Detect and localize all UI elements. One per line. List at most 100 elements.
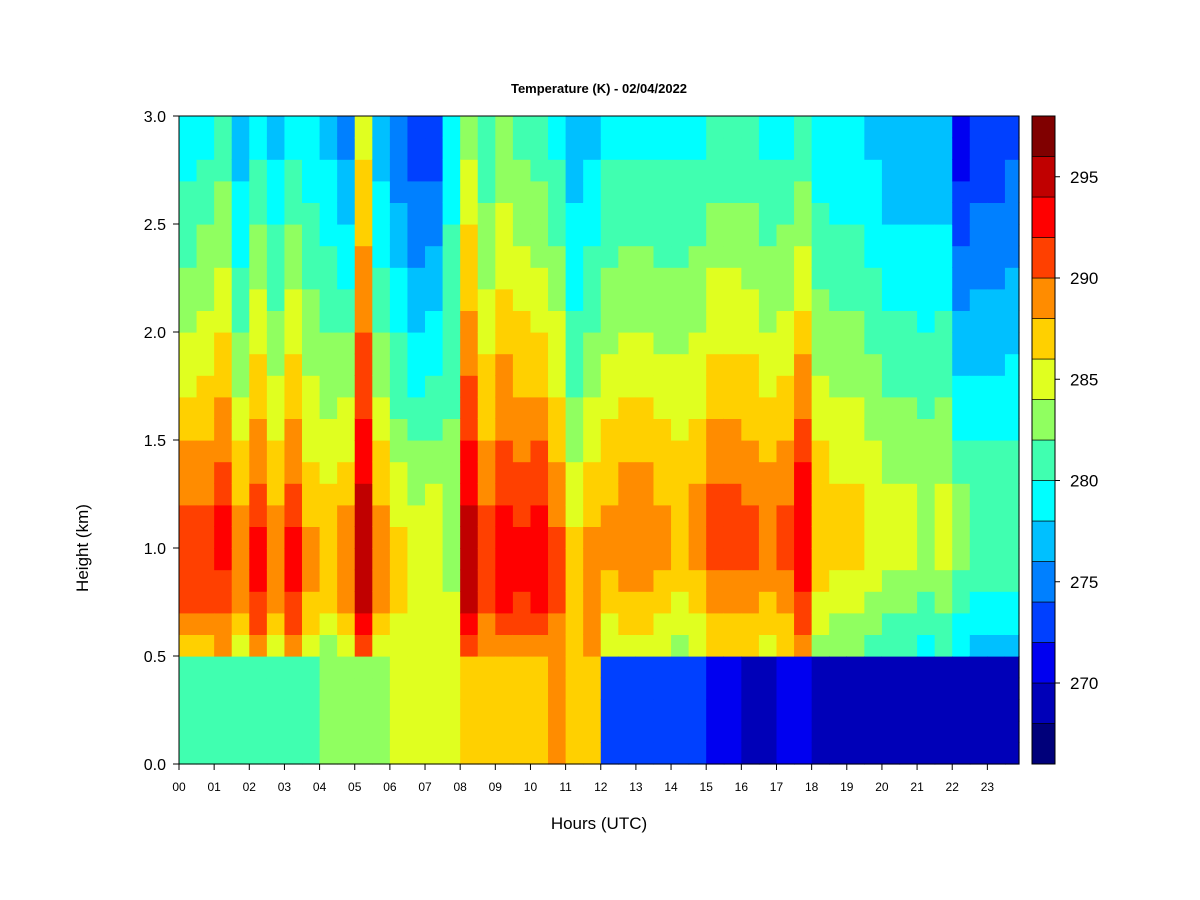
heatmap-cell [460, 159, 479, 182]
heatmap-cell [196, 159, 215, 182]
heatmap-cell [899, 396, 918, 419]
heatmap-cell [881, 699, 901, 722]
heatmap-cell [389, 310, 409, 333]
heatmap-cell [214, 353, 233, 376]
heatmap-cell [671, 634, 690, 657]
heatmap-cell [811, 202, 830, 225]
heatmap-cell [512, 569, 532, 592]
heatmap-cell [372, 224, 391, 247]
heatmap-cell [864, 202, 883, 225]
heatmap-cell [758, 720, 778, 743]
heatmap-cell [829, 224, 848, 247]
heatmap-cell [776, 634, 795, 657]
heatmap-cell [952, 461, 971, 484]
heatmap-cell [1004, 634, 1020, 657]
heatmap-cell [179, 504, 198, 527]
heatmap-cell [389, 677, 409, 700]
heatmap-cell [266, 612, 286, 635]
heatmap-cell [653, 159, 672, 182]
heatmap-cell [354, 353, 373, 376]
heatmap-cell [389, 656, 409, 679]
heatmap-cell [952, 267, 971, 290]
heatmap-cell [899, 224, 918, 247]
heatmap-cell [337, 116, 356, 139]
heatmap-cell [512, 526, 532, 549]
heatmap-cell [266, 116, 286, 139]
heatmap-cell [688, 353, 707, 376]
heatmap-cell [495, 180, 514, 203]
heatmap-cell [1004, 375, 1020, 398]
heatmap-cell [829, 202, 848, 225]
x-tick-label: 04 [313, 780, 327, 794]
heatmap-cell [934, 461, 953, 484]
heatmap-cell [635, 720, 655, 743]
heatmap-cell [477, 440, 496, 463]
heatmap-cell [583, 245, 602, 268]
heatmap-cell [864, 440, 883, 463]
heatmap-cell [407, 353, 426, 376]
heatmap-cell [829, 504, 848, 527]
heatmap-cell [706, 656, 725, 679]
heatmap-cell [442, 612, 461, 635]
heatmap-cell [284, 569, 303, 592]
heatmap-cell [600, 656, 619, 679]
heatmap-cell [706, 569, 725, 592]
heatmap-cell [512, 504, 532, 527]
heatmap-cell [565, 396, 584, 419]
heatmap-cell [881, 418, 901, 441]
y-tick-label: 1.5 [144, 433, 166, 450]
heatmap-cell [952, 116, 971, 139]
heatmap-cell [495, 396, 514, 419]
heatmap-cell [794, 202, 813, 225]
heatmap-cell [952, 569, 971, 592]
heatmap-cell [881, 677, 901, 700]
heatmap-cell [688, 332, 707, 355]
heatmap-cell [196, 116, 215, 139]
heatmap-cell [530, 526, 549, 549]
heatmap-cell [618, 483, 637, 506]
heatmap-cell [407, 440, 426, 463]
heatmap-cell [794, 180, 813, 203]
heatmap-cell [548, 396, 567, 419]
colorbar-segment [1031, 682, 1056, 724]
heatmap-cell [530, 612, 549, 635]
heatmap-cell [600, 440, 619, 463]
heatmap-cell [917, 612, 936, 635]
heatmap-cell [548, 720, 567, 743]
heatmap-cell [600, 310, 619, 333]
heatmap-cell [266, 526, 286, 549]
heatmap-cell [266, 288, 286, 311]
heatmap-cell [758, 656, 778, 679]
heatmap-cell [723, 180, 742, 203]
heatmap-cell [389, 137, 409, 160]
heatmap-cell [635, 483, 655, 506]
heatmap-cell [794, 375, 813, 398]
heatmap-cell [881, 526, 901, 549]
heatmap-cell [758, 612, 778, 635]
heatmap-cell [688, 742, 707, 765]
heatmap-cell [846, 461, 865, 484]
heatmap-cell [829, 180, 848, 203]
heatmap-cell [460, 677, 479, 700]
heatmap-cell [811, 353, 830, 376]
heatmap-cell [214, 677, 233, 700]
heatmap-cell [758, 418, 778, 441]
heatmap-cell [337, 440, 356, 463]
heatmap-cell [477, 742, 496, 765]
heatmap-cell [548, 375, 567, 398]
heatmap-cell [917, 180, 936, 203]
heatmap-cell [231, 375, 250, 398]
heatmap-cell [881, 267, 901, 290]
heatmap-cell [688, 180, 707, 203]
heatmap-cell [776, 224, 795, 247]
heatmap-cell [881, 224, 901, 247]
heatmap-cell [284, 699, 303, 722]
heatmap-cell [776, 699, 795, 722]
heatmap-cell [899, 461, 918, 484]
heatmap-cell [881, 548, 901, 571]
heatmap-cell [794, 353, 813, 376]
heatmap-cell [653, 116, 672, 139]
heatmap-cell [706, 310, 725, 333]
heatmap-cell [794, 396, 813, 419]
heatmap-cell [214, 699, 233, 722]
